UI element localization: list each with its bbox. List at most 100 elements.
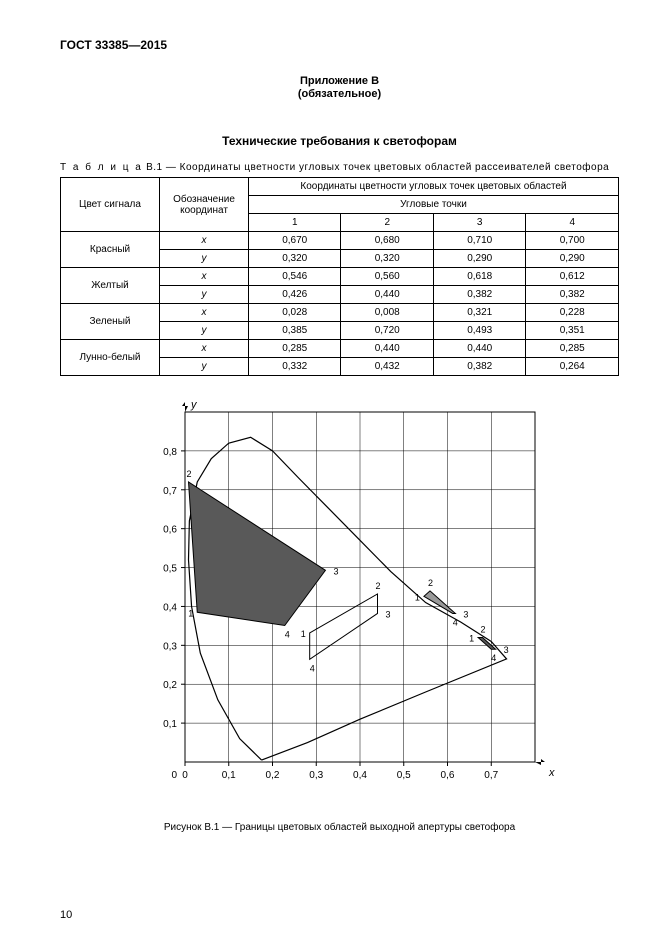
- th-pt-1: 1: [249, 214, 341, 232]
- table-cell: 0,351: [526, 322, 619, 340]
- table-cell: 0,680: [341, 232, 433, 250]
- y-tick-label: 0,7: [163, 486, 177, 497]
- chart-container: 123412341234123400,10,20,30,40,50,60,70,…: [60, 402, 619, 812]
- region-point-label: 4: [309, 664, 314, 674]
- th-signal-color: Цвет сигнала: [61, 178, 160, 232]
- document-code: ГОСТ 33385—2015: [60, 38, 619, 52]
- coord-x-label: x: [160, 304, 249, 322]
- region-point-label: 3: [503, 646, 508, 656]
- table-cell: 0,382: [433, 358, 525, 376]
- table-cell: 0,546: [249, 268, 341, 286]
- coord-y-label: y: [160, 250, 249, 268]
- x-axis-label: x: [548, 767, 555, 779]
- page-number: 10: [60, 909, 72, 921]
- table-cell: 0,385: [249, 322, 341, 340]
- table-cell: 0,710: [433, 232, 525, 250]
- table-cell: 0,382: [433, 286, 525, 304]
- region-point-label: 2: [186, 469, 191, 479]
- x-tick-label: 0,4: [353, 770, 367, 781]
- x-tick-label: 0,6: [440, 770, 454, 781]
- table-row-color: Лунно-белый: [61, 340, 160, 376]
- table-cell: 0,432: [341, 358, 433, 376]
- table-row-color: Желтый: [61, 268, 160, 304]
- coord-y-label: y: [160, 286, 249, 304]
- table-cell: 0,332: [249, 358, 341, 376]
- table-cell: 0,290: [526, 250, 619, 268]
- table-cell: 0,700: [526, 232, 619, 250]
- table-cell: 0,440: [433, 340, 525, 358]
- x-tick-label: 0,2: [265, 770, 279, 781]
- th-coords-header: Координаты цветности угловых точек цвето…: [249, 178, 619, 196]
- region-point-label: 2: [480, 625, 485, 635]
- table-cell: 0,320: [249, 250, 341, 268]
- y-tick-label: 0,6: [163, 525, 177, 536]
- table-cell: 0,426: [249, 286, 341, 304]
- th-pt-2: 2: [341, 214, 433, 232]
- x-tick-label: 0,7: [484, 770, 498, 781]
- table-cell: 0,285: [526, 340, 619, 358]
- table-cell: 0,720: [341, 322, 433, 340]
- coord-x-label: x: [160, 268, 249, 286]
- y-tick-label: 0,8: [163, 447, 177, 458]
- appendix-letter: Приложение В: [60, 74, 619, 88]
- table-cell: 0,382: [526, 286, 619, 304]
- region-point-label: 3: [333, 567, 338, 577]
- table-cell: 0,493: [433, 322, 525, 340]
- table-cell: 0,028: [249, 304, 341, 322]
- th-corner-points: Угловые точки: [249, 196, 619, 214]
- coord-y-label: y: [160, 322, 249, 340]
- y-tick-label: 0,4: [163, 603, 177, 614]
- table-cell: 0,612: [526, 268, 619, 286]
- x-tick-label: 0,1: [221, 770, 235, 781]
- region-point-label: 3: [385, 610, 390, 620]
- page: ГОСТ 33385—2015 Приложение В (обязательн…: [0, 0, 661, 935]
- th-coord-designation: Обозначение координат: [160, 178, 249, 232]
- table-caption: Т а б л и ц а В.1 — Координаты цветности…: [60, 162, 619, 173]
- x-tick-label: 0: [182, 770, 188, 781]
- y-tick-label: 0,3: [163, 642, 177, 653]
- y-tick-label: 0,5: [163, 564, 177, 575]
- coord-y-label: y: [160, 358, 249, 376]
- th-pt-3: 3: [433, 214, 525, 232]
- chromaticity-table: Цвет сигнала Обозначение координат Коорд…: [60, 177, 619, 376]
- table-cell: 0,321: [433, 304, 525, 322]
- svg-text:0: 0: [171, 770, 177, 781]
- table-caption-text: Координаты цветности угловых точек цвето…: [180, 162, 610, 173]
- region-point-label: 1: [300, 629, 305, 639]
- coord-x-label: x: [160, 232, 249, 250]
- th-pt-4: 4: [526, 214, 619, 232]
- table-row-color: Красный: [61, 232, 160, 268]
- region-point-label: 4: [452, 618, 457, 628]
- y-axis-label: y: [190, 402, 198, 411]
- y-tick-label: 0,2: [163, 681, 177, 692]
- coord-x-label: x: [160, 340, 249, 358]
- region-point-label: 1: [188, 609, 193, 619]
- table-caption-num: В.1 —: [146, 162, 176, 173]
- region-point-label: 1: [414, 593, 419, 603]
- y-tick-label: 0,1: [163, 719, 177, 730]
- table-caption-prefix: Т а б л и ц а: [60, 162, 143, 173]
- appendix-mandatory: (обязательное): [60, 88, 619, 100]
- table-cell: 0,290: [433, 250, 525, 268]
- region-point-label: 2: [428, 578, 433, 588]
- figure-caption: Рисунок В.1 — Границы цветовых областей …: [60, 822, 619, 833]
- region-point-label: 1: [469, 634, 474, 644]
- chromaticity-chart: 123412341234123400,10,20,30,40,50,60,70,…: [125, 402, 555, 812]
- table-cell: 0,670: [249, 232, 341, 250]
- table-cell: 0,440: [341, 286, 433, 304]
- table-cell: 0,264: [526, 358, 619, 376]
- region-point-label: 4: [284, 630, 289, 640]
- table-cell: 0,228: [526, 304, 619, 322]
- table-cell: 0,440: [341, 340, 433, 358]
- x-tick-label: 0,3: [309, 770, 323, 781]
- x-tick-label: 0,5: [396, 770, 410, 781]
- table-cell: 0,320: [341, 250, 433, 268]
- region-point-label: 2: [375, 581, 380, 591]
- table-cell: 0,008: [341, 304, 433, 322]
- table-cell: 0,285: [249, 340, 341, 358]
- table-cell: 0,618: [433, 268, 525, 286]
- section-title: Технические требования к светофорам: [60, 134, 619, 148]
- region-point-label: 4: [491, 654, 496, 664]
- table-cell: 0,560: [341, 268, 433, 286]
- region-point-label: 3: [463, 610, 468, 620]
